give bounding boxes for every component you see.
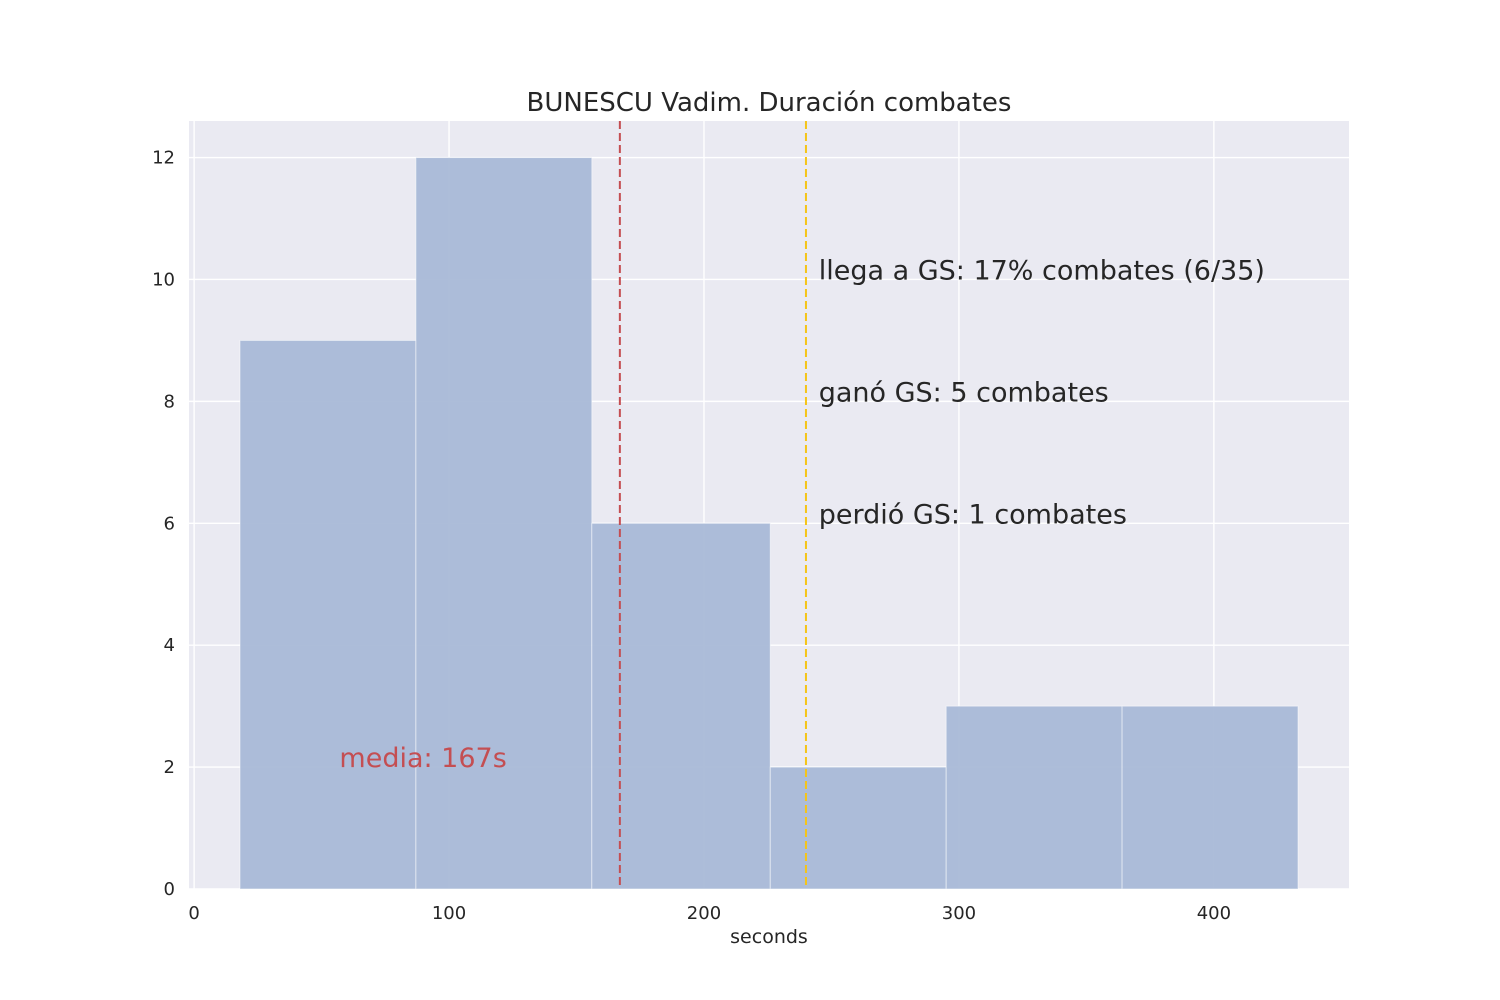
y-tick-label: 6 — [164, 513, 175, 534]
x-tick-label: 200 — [687, 903, 721, 924]
x-tick-label: 300 — [942, 903, 976, 924]
histogram-bars — [239, 157, 1299, 890]
histogram-bar — [945, 705, 1123, 890]
tick-labels: 0 100 200 300 400 0 2 4 6 8 10 12 — [152, 148, 1231, 924]
y-tick-label: 4 — [164, 635, 175, 656]
y-tick-label: 0 — [164, 879, 175, 900]
x-tick-label: 100 — [432, 903, 466, 924]
histogram-bar — [415, 157, 593, 890]
mean-annotation: media: 167s — [339, 743, 506, 774]
gs-annotation: ganó GS: 5 combates — [819, 377, 1109, 408]
y-tick-label: 2 — [164, 757, 175, 778]
gs-annotation: llega a GS: 17% combates (6/35) — [819, 255, 1265, 286]
x-axis-label: seconds — [730, 926, 808, 948]
histogram-bar — [769, 766, 947, 890]
y-tick-label: 12 — [152, 148, 175, 169]
histogram-bar — [239, 339, 417, 890]
y-tick-label: 10 — [152, 269, 175, 290]
x-tick-label: 0 — [188, 903, 199, 924]
reference-lines — [618, 121, 807, 889]
histogram-bar — [591, 522, 771, 890]
chart-title: BUNESCU Vadim. Duración combates — [527, 88, 1012, 118]
histogram-bar — [1121, 705, 1299, 890]
annotations: media: 167s llega a GS: 17% combates (6/3… — [339, 255, 1265, 774]
y-tick-label: 8 — [164, 391, 175, 412]
gs-annotation: perdió GS: 1 combates — [819, 499, 1127, 530]
x-tick-label: 400 — [1197, 903, 1231, 924]
